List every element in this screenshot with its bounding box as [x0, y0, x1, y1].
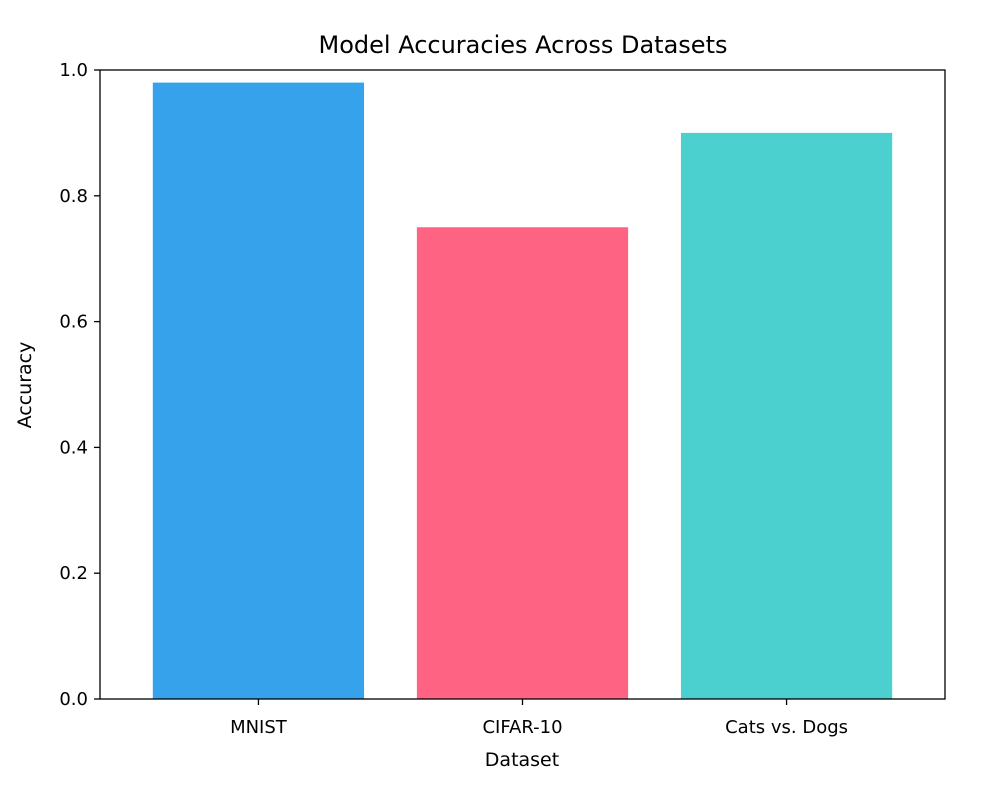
y-tick-label: 1.0 [59, 60, 88, 81]
y-tick-label: 0.2 [59, 563, 88, 584]
x-tick-label: MNIST [230, 717, 288, 738]
y-tick-label: 0.8 [59, 186, 88, 207]
bars-group [152, 82, 893, 699]
chart-title: Model Accuracies Across Datasets [319, 31, 728, 59]
y-tick-label: 0.6 [59, 312, 88, 333]
bar-cats-vs-dogs [680, 132, 893, 699]
x-axis-ticks: MNIST CIFAR-10 Cats vs. Dogs [230, 699, 848, 738]
y-tick-label: 0.0 [59, 689, 88, 710]
plot-frame [99, 69, 946, 700]
y-tick-label: 0.4 [59, 437, 88, 458]
x-axis-label: Dataset [485, 749, 559, 771]
bar-cifar-10 [416, 227, 629, 699]
x-tick-label: CIFAR-10 [482, 717, 562, 738]
x-tick-label: Cats vs. Dogs [725, 717, 848, 738]
y-axis-label: Accuracy [14, 342, 36, 429]
bar-mnist [152, 82, 365, 699]
y-axis-ticks: 0.0 0.2 0.4 0.6 0.8 1.0 [59, 60, 100, 710]
